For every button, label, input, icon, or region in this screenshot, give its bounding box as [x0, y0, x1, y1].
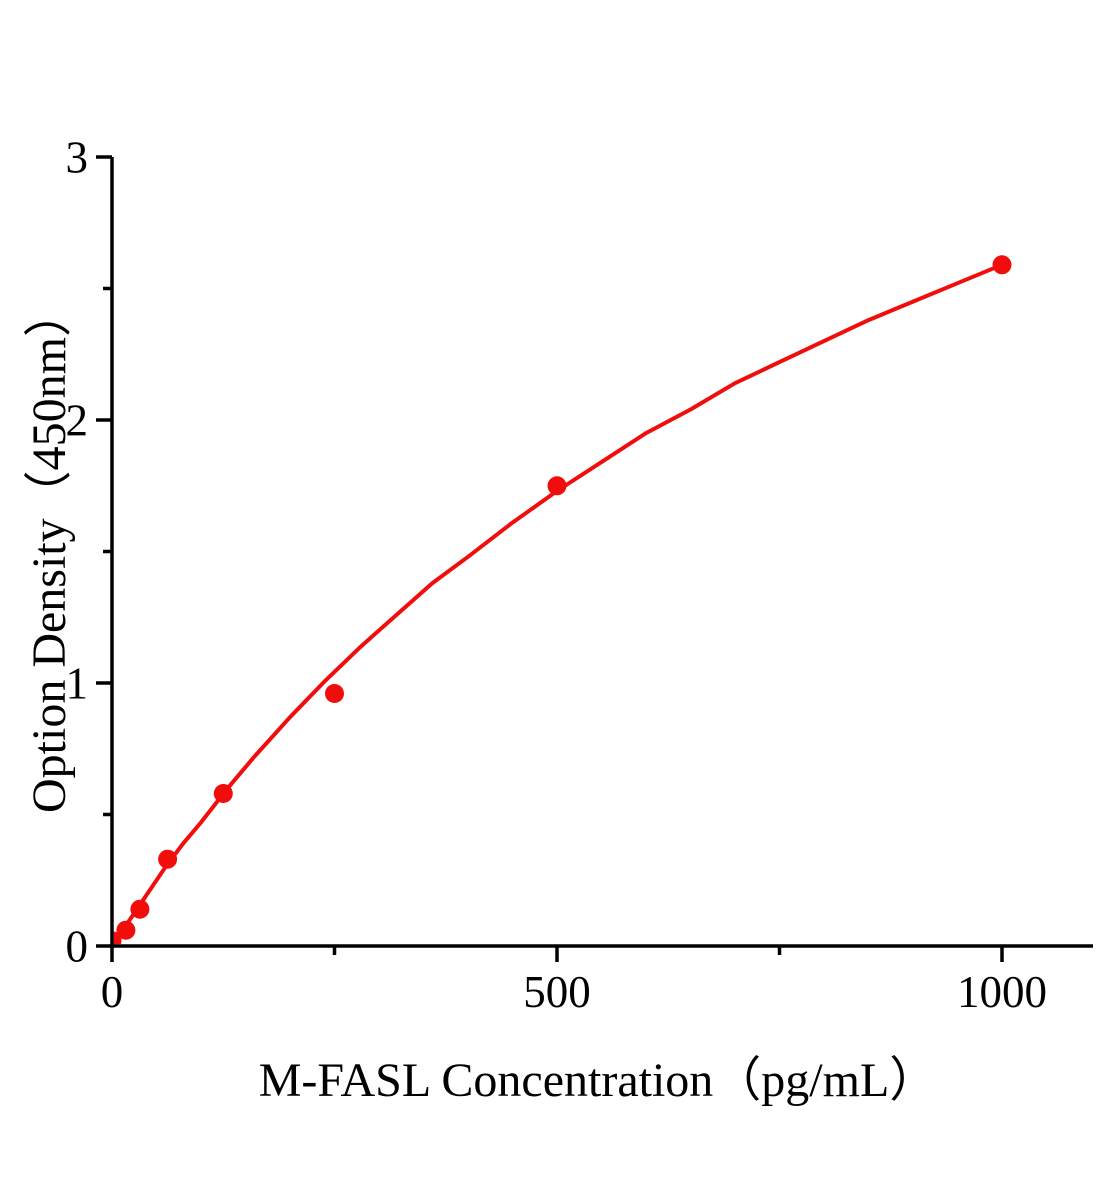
- y-axis-title: Option Density（450nm）: [23, 289, 76, 813]
- y-tick-label: 3: [66, 132, 89, 182]
- data-point: [130, 899, 150, 919]
- x-tick-label: 500: [523, 967, 591, 1017]
- data-point: [116, 920, 136, 940]
- data-point: [325, 684, 344, 703]
- x-tick-label: 0: [101, 967, 124, 1017]
- x-axis-title: M-FASL Concentration（pg/mL）: [258, 1054, 938, 1107]
- data-point: [213, 784, 233, 803]
- data-point: [113, 931, 122, 945]
- data-point: [547, 476, 567, 496]
- y-tick-label: 0: [66, 921, 89, 971]
- fit-curve-line: [113, 262, 1004, 945]
- y-tick-label: 1: [66, 658, 89, 708]
- y-tick-label: 2: [66, 395, 89, 445]
- data-point: [992, 255, 1012, 275]
- data-point: [158, 849, 178, 869]
- x-tick-label: 1000: [957, 967, 1047, 1017]
